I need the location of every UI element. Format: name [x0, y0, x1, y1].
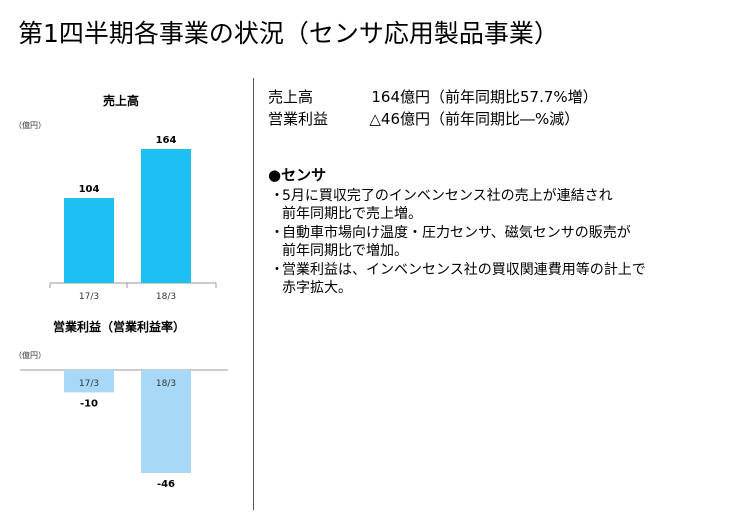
sales-summary-value: 164億円 — [371, 88, 430, 106]
bullet-line: 前年同期比で増加。 — [282, 243, 408, 259]
bullet-line: 自動車市場向け温度・圧力センサ、磁気センサの販売が — [282, 224, 631, 241]
profit-tick-label: 18/3 — [156, 379, 176, 389]
profit-chart-unit: （億円） — [14, 351, 46, 360]
bullet-line: 5月に買収完了のインベンセンス社の売上が連結され — [282, 187, 613, 204]
summary-block: 売上高 164億円（前年同期比57.7%増） 営業利益 △46億円（前年同期比―%減… — [268, 86, 598, 130]
profit-tick-label: 17/3 — [79, 379, 99, 389]
profit-data-label: -10 — [80, 398, 98, 409]
sales-tick-label: 18/3 — [156, 292, 176, 302]
sales-chart-unit: （億円） — [14, 121, 46, 130]
vertical-divider — [253, 78, 254, 510]
sales-summary-label: 売上高 — [268, 88, 314, 106]
sales-summary-note: （前年同期比57.7%増） — [430, 88, 598, 106]
bullet-mark: ・ — [270, 261, 284, 278]
bullet-line: 営業利益は、インベンセンス社の買収関連費用等の計上で — [282, 261, 646, 278]
sales-bar — [64, 198, 114, 283]
profit-data-label: -46 — [157, 479, 175, 490]
profit-chart-title: 営業利益（営業利益率） — [53, 320, 186, 334]
profit-summary-label: 営業利益 — [268, 110, 329, 128]
bullet-line: 赤字拡大。 — [282, 280, 352, 296]
sales-chart-title: 売上高 — [103, 94, 140, 108]
profit-bar — [64, 370, 114, 393]
page-title: 第1四半期各事業の状況（センサ応用製品事業） — [18, 19, 559, 48]
sensor-section: ●センサ ・ 5月に買収完了のインベンセンス社の売上が連結され 前年同期比で売上… — [268, 166, 646, 298]
profit-summary-value: △46億円 — [369, 110, 430, 128]
charts-canvas: 104 17/3 164 18/3 17/3 -10 18/3 -46 — [20, 135, 228, 490]
profit-bar — [141, 370, 191, 473]
bullet-item: ・ 営業利益は、インベンセンス社の買収関連費用等の計上で 赤字拡大。 — [268, 261, 646, 298]
sensor-section-heading: ●センサ — [268, 166, 327, 184]
bullet-mark: ・ — [270, 224, 284, 241]
profit-summary-row: 営業利益 △46億円（前年同期比―%減） — [268, 108, 598, 130]
bullet-item: ・ 自動車市場向け温度・圧力センサ、磁気センサの販売が 前年同期比で増加。 — [268, 224, 646, 261]
sales-data-label: 164 — [156, 135, 177, 146]
sales-bar — [141, 149, 191, 283]
profit-summary-note: （前年同期比―%減） — [430, 110, 580, 128]
bullet-line: 前年同期比で売上増。 — [282, 206, 422, 222]
sales-summary-row: 売上高 164億円（前年同期比57.7%増） — [268, 86, 598, 108]
sales-data-label: 104 — [79, 184, 100, 195]
sales-tick-label: 17/3 — [79, 292, 99, 302]
bullet-mark: ・ — [270, 187, 284, 204]
bullet-item: ・ 5月に買収完了のインベンセンス社の売上が連結され 前年同期比で売上増。 — [268, 187, 646, 224]
